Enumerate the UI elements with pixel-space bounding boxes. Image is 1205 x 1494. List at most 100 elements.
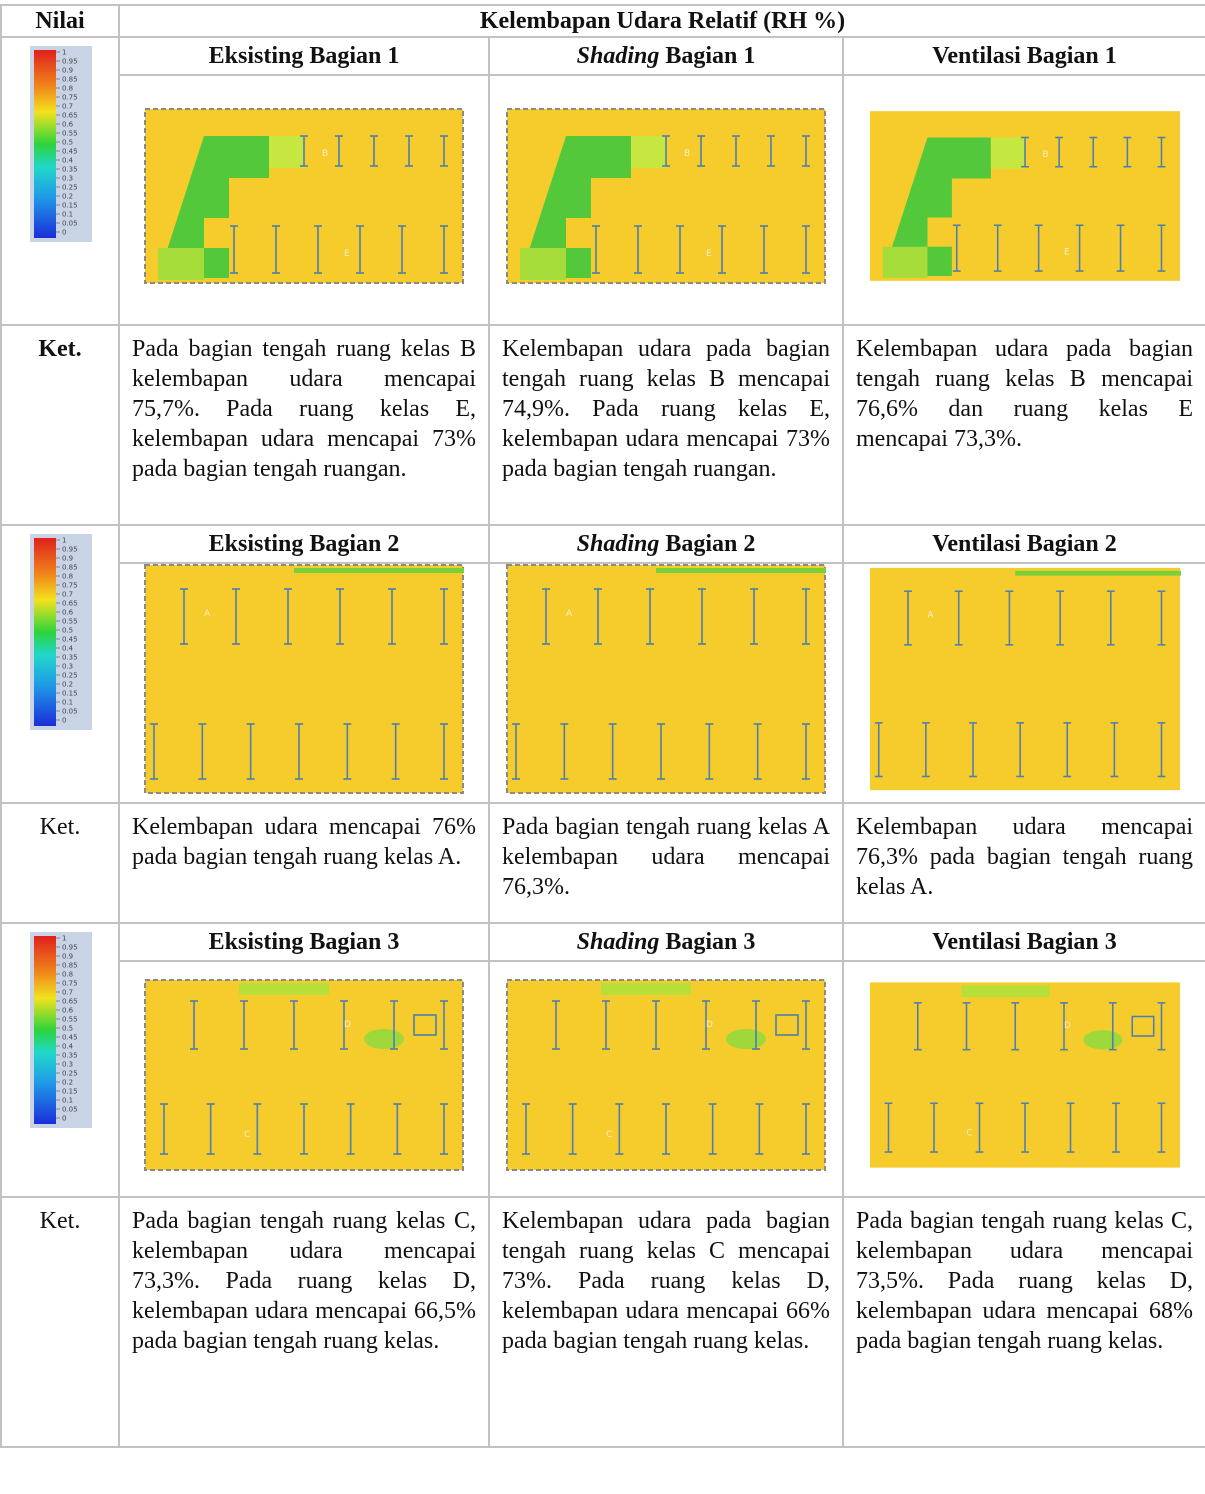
image-cell: A <box>488 562 844 804</box>
colorbar-tick-label: 0.65 <box>62 998 78 1006</box>
colorbar-tick-label: 0.4 <box>62 157 74 165</box>
humidity-zone <box>239 983 329 995</box>
room-label: A <box>927 611 933 621</box>
header-row: Nilai Kelembapan Udara Relatif (RH %) <box>0 4 1205 38</box>
title-text: Ventilasi Bagian 2 <box>932 531 1117 557</box>
heatmap-bg <box>144 564 464 794</box>
wall <box>1130 1015 1154 1037</box>
heatmap-image: BE <box>869 111 1180 281</box>
colorbar-tick-label: 0.85 <box>62 564 78 572</box>
note-row: Ket. Pada bagian tengah ruang kelas B kel… <box>0 324 1205 526</box>
ket-label: Ket. <box>0 324 120 526</box>
colorbar-tick-label: 1 <box>62 537 66 545</box>
colorbar-tick-label: 0 <box>62 229 66 237</box>
colorbar-tick-label: 0.2 <box>62 681 73 689</box>
column-title: Eksisting Bagian 1 <box>118 36 490 76</box>
colorbar-tick-label: 0.85 <box>62 962 78 970</box>
note-row: Ket. Kelembapan udara mencapai 76% pada b… <box>0 802 1205 924</box>
colorbar-tick-label: 0.45 <box>62 636 78 644</box>
colorbar-tick-label: 0.1 <box>62 211 73 219</box>
title-row: 1 0.95 0.9 0.85 0.8 0.75 0.7 0.65 0.6 0.55 0.5 0.45… <box>0 36 1205 326</box>
heatmap-image: A <box>869 567 1181 791</box>
room-label: A <box>204 609 211 619</box>
column-title: Ventilasi Bagian 2 <box>841 524 1205 564</box>
colorbar-tick-label: 0.65 <box>62 112 78 120</box>
column-title: Shading Bagian 3 <box>488 922 844 962</box>
note-text: Pada bagian tengah ruang kelas C, kelemb… <box>118 1196 490 1448</box>
colorbar-scale <box>34 538 56 726</box>
room-label: C <box>244 1130 250 1140</box>
note-text: Kelembapan udara pada bagian tengah ruan… <box>488 1196 844 1448</box>
column-title: Shading Bagian 2 <box>488 524 844 564</box>
humidity-zone <box>158 248 204 280</box>
colorbar-tick-label: 0.25 <box>62 1070 78 1078</box>
heatmap-image: DC <box>506 979 826 1171</box>
room-label: B <box>322 149 328 159</box>
heatmap-image: A <box>506 564 826 794</box>
room-label: C <box>966 1128 972 1138</box>
colorbar-tick-label: 0.95 <box>62 944 78 952</box>
colorbar-cell: 1 0.95 0.9 0.85 0.8 0.75 0.7 0.65 0.6 0.55 0.5 0.45… <box>0 524 120 804</box>
colorbar-tick-label: 0.1 <box>62 1097 73 1105</box>
colorbar-tick-label: 0.55 <box>62 618 78 626</box>
title-text: Eksisting Bagian 3 <box>208 929 400 955</box>
column-title: Ventilasi Bagian 1 <box>841 36 1205 76</box>
humidity-zone <box>961 985 1049 997</box>
colorbar-tick-label: 1 <box>62 935 66 943</box>
colorbar-tick-label: 0.95 <box>62 58 78 66</box>
humidity-zone <box>882 246 928 278</box>
colorbar-tick-label: 0.65 <box>62 600 78 608</box>
heatmap-image: DC <box>869 982 1180 1168</box>
colorbar-tick-label: 0.5 <box>62 627 73 635</box>
colorbar-tick-label: 0.6 <box>62 609 74 617</box>
column-title: Shading Bagian 1 <box>488 36 844 76</box>
colorbar-scale <box>34 50 56 238</box>
humidity-zone <box>294 568 464 573</box>
colorbar-tick-label: 0.35 <box>62 1052 78 1060</box>
colorbar-tick-label: 0.3 <box>62 663 73 671</box>
colorbar-tick-label: 0.5 <box>62 1025 73 1033</box>
note-text: Kelembapan udara mencapai 76% pada bagia… <box>118 802 490 924</box>
room-label: D <box>344 1020 351 1030</box>
title-text: Eksisting Bagian 1 <box>208 43 400 69</box>
colorbar-tick-label: 0.9 <box>62 67 73 75</box>
room-label: B <box>684 149 690 159</box>
humidity-zone <box>601 983 691 995</box>
header-cell: Nilai <box>0 4 120 38</box>
humidity-zone <box>726 1029 766 1049</box>
colorbar-tick-label: 0.15 <box>62 202 78 210</box>
image-cell: A <box>118 562 490 804</box>
colorbar-tick-label: 0.1 <box>62 699 73 707</box>
title-row: 1 0.95 0.9 0.85 0.8 0.75 0.7 0.65 0.6 0.55 0.5 0.45… <box>0 922 1205 1198</box>
colorbar-tick-label: 0.9 <box>62 953 73 961</box>
colorbar-tick-label: 0 <box>62 717 66 725</box>
humidity-zone <box>520 136 631 278</box>
wall <box>413 1014 437 1036</box>
colorbar-tick-label: 0.8 <box>62 971 73 979</box>
colorbar-tick-label: 0.3 <box>62 1061 73 1069</box>
colorbar-tick-label: 0.75 <box>62 94 78 102</box>
room-label: A <box>566 609 573 619</box>
room-label: C <box>606 1130 612 1140</box>
heatmap-image: BE <box>144 108 464 284</box>
wall <box>775 1014 799 1036</box>
note-text: Pada bagian tengah ruang kelas A kelemba… <box>488 802 844 924</box>
colorbar-tick-label: 0.2 <box>62 193 73 201</box>
ket-label: Ket. <box>0 1196 120 1448</box>
humidity-zone <box>520 248 566 280</box>
colorbar-tick-label: 0.25 <box>62 184 78 192</box>
colorbar-tick-label: 0.55 <box>62 1016 78 1024</box>
colorbar-tick-label: 0.7 <box>62 989 73 997</box>
colorbar-tick-label: 0.95 <box>62 546 78 554</box>
title-emphasis: Shading <box>576 43 660 69</box>
colorbar-tick-label: 0.45 <box>62 148 78 156</box>
colorbar-tick-label: 0.8 <box>62 573 73 581</box>
room-label: B <box>1042 150 1048 160</box>
